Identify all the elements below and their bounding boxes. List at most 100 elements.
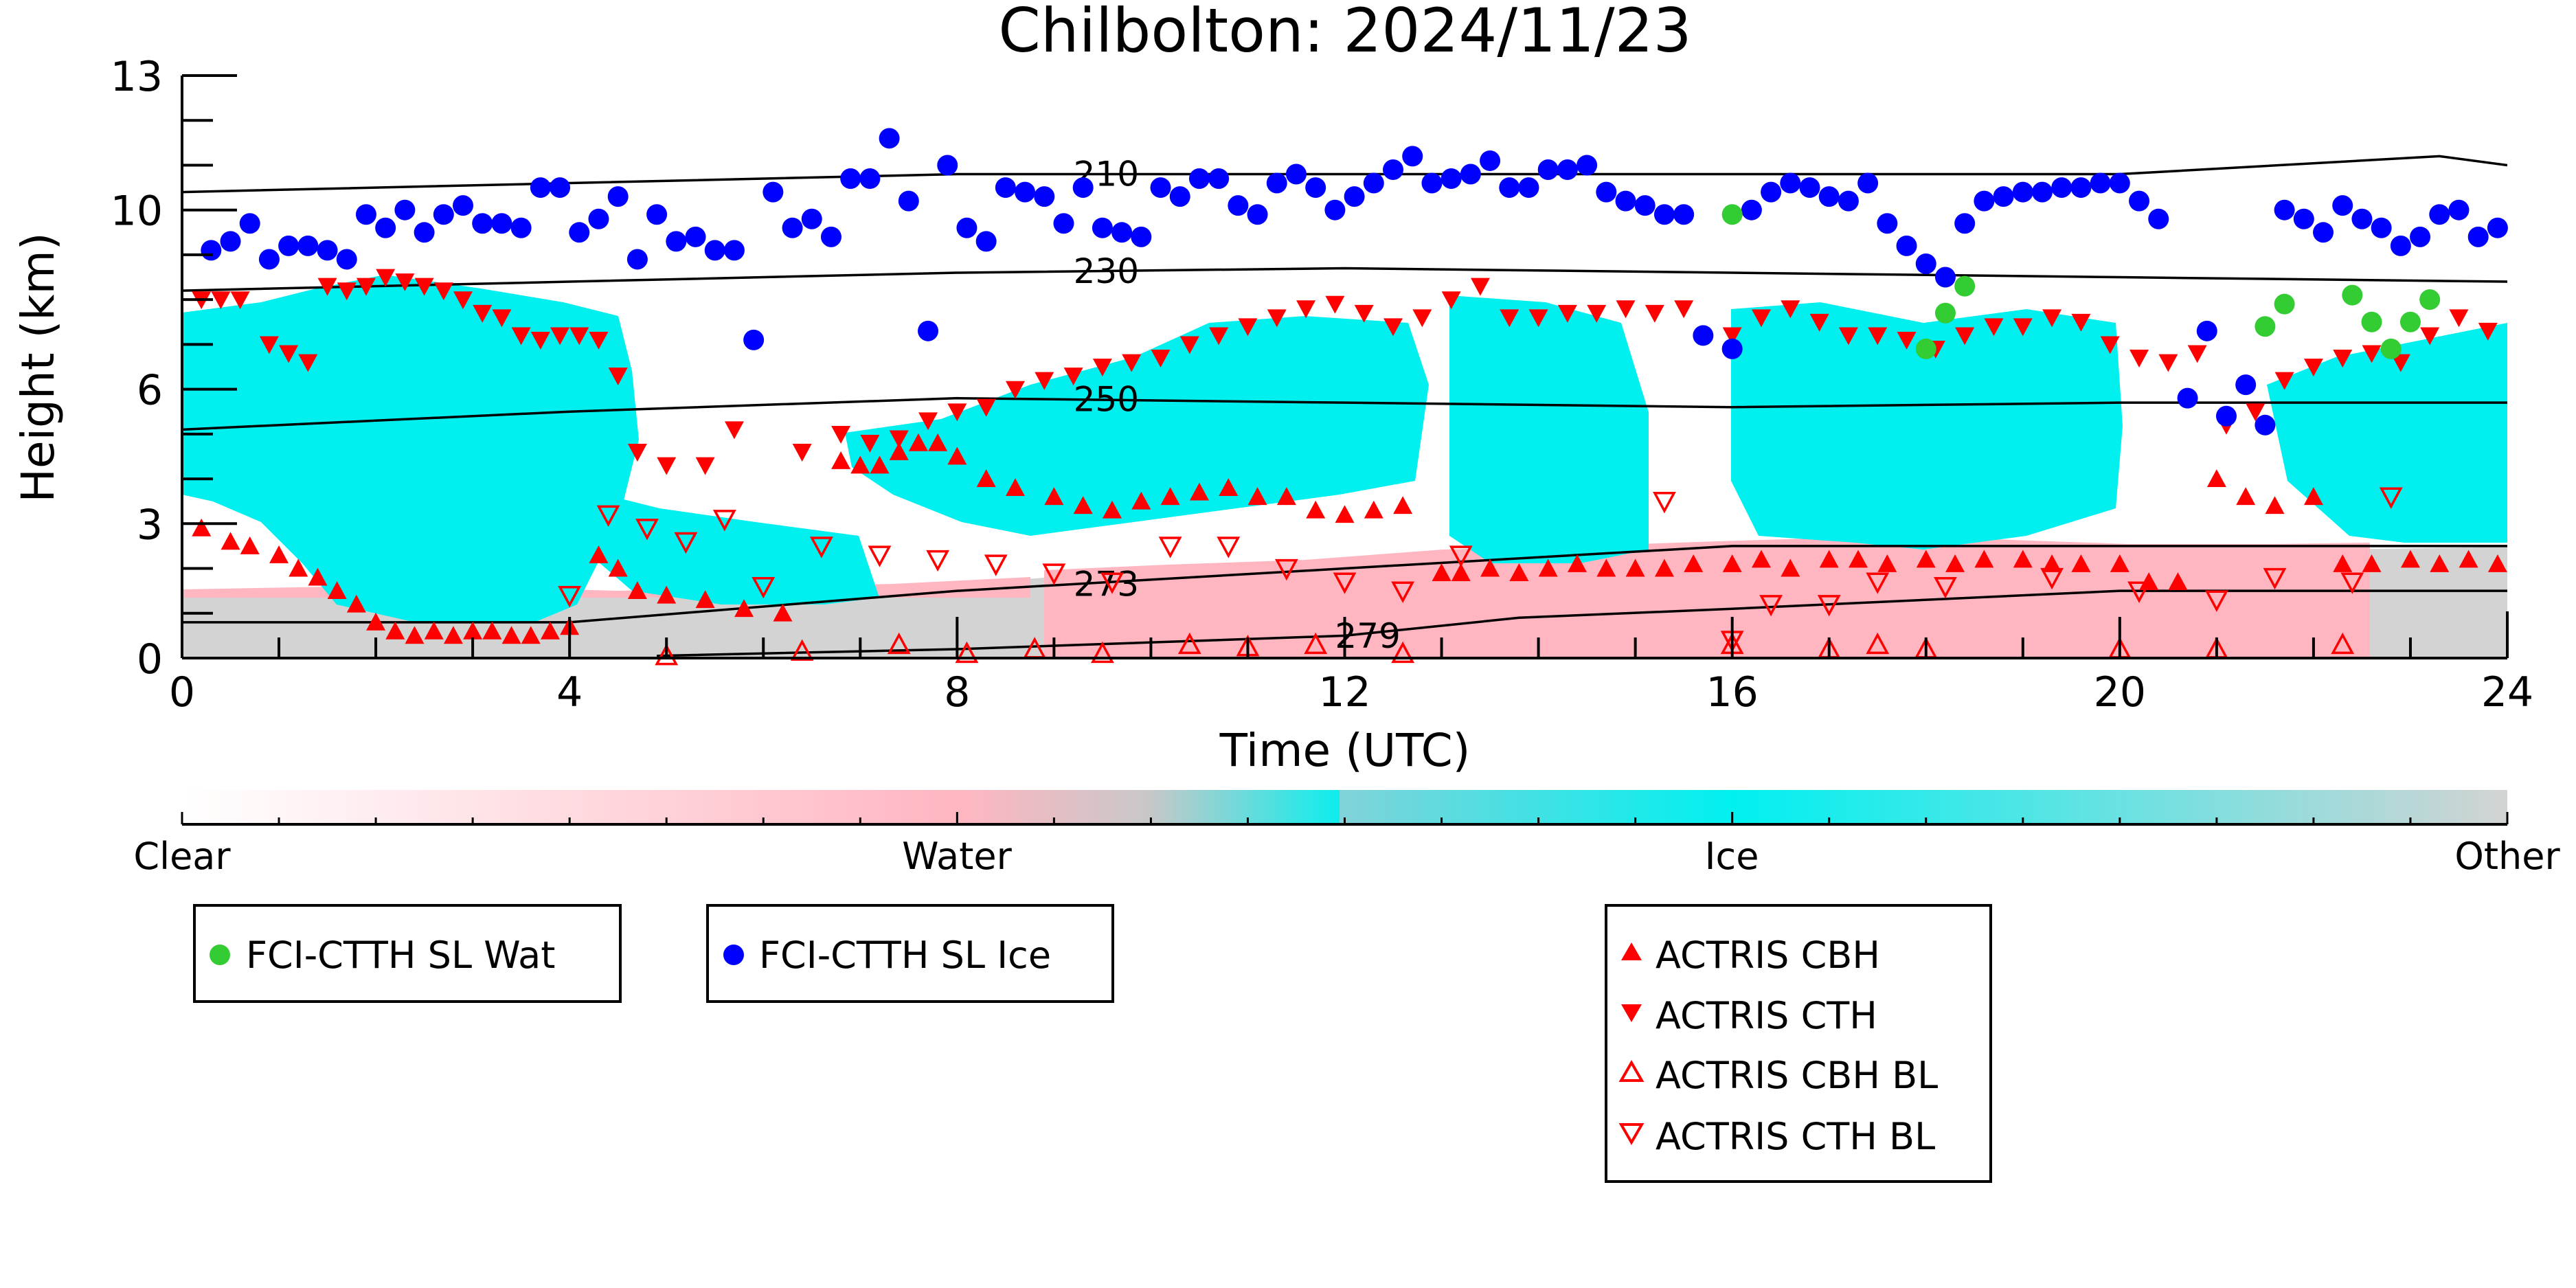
actris-cbh-bl-point bbox=[1304, 632, 1328, 655]
actris-cth-point bbox=[1645, 304, 1664, 323]
actris-cth-point bbox=[395, 273, 415, 292]
actris-cbh-point bbox=[1160, 487, 1180, 506]
actris-cbh-bl-point bbox=[655, 644, 679, 666]
actris-cbh-point bbox=[734, 599, 754, 618]
actris-cbh-point bbox=[1568, 554, 1587, 572]
fci-ctth-sl-ice-point bbox=[2235, 374, 2257, 396]
fci-ctth-sl-ice-point bbox=[626, 249, 648, 270]
actris-cth-point bbox=[1296, 300, 1316, 319]
actris-cth-point bbox=[569, 327, 589, 346]
fci-ctth-sl-ice-point bbox=[2177, 387, 2198, 409]
actris-cbh-point bbox=[2265, 496, 2285, 515]
fci-ctth-sl-ice-point bbox=[317, 240, 338, 261]
fci-ctth-sl-ice-point bbox=[1596, 181, 1617, 203]
actris-cbh-point bbox=[2362, 554, 2382, 572]
actris-cbh-point bbox=[405, 626, 425, 644]
actris-cbh-point bbox=[424, 621, 444, 640]
actris-cth-point bbox=[1122, 354, 1142, 372]
actris-cth-point bbox=[1616, 300, 1636, 319]
fci-ctth-sl-ice-point bbox=[1896, 235, 1917, 256]
fci-ctth-sl-ice-point bbox=[782, 217, 803, 238]
actris-cth-point bbox=[1781, 300, 1800, 319]
fci-ctth-sl-ice-point bbox=[1247, 204, 1268, 225]
actris-cth-point bbox=[1005, 381, 1025, 399]
actris-cth-bl-point bbox=[809, 536, 833, 558]
actris-cth-point bbox=[1179, 336, 1199, 354]
actris-cth-point bbox=[608, 368, 628, 386]
actris-cth-point bbox=[918, 412, 938, 431]
fci-ctth-sl-ice-point bbox=[1780, 172, 1801, 194]
actris-cth-point bbox=[1325, 295, 1345, 314]
actris-cbh-point bbox=[2206, 469, 2226, 487]
actris-cbh-point bbox=[366, 612, 386, 631]
fci-ctth-sl-wat-point bbox=[1954, 275, 1976, 297]
actris-cth-bl-point bbox=[1759, 595, 1783, 617]
actris-cbh-point bbox=[1393, 496, 1413, 515]
fci-ctth-sl-ice-point bbox=[2274, 199, 2295, 221]
actris-cth-point bbox=[831, 425, 851, 444]
fci-ctth-sl-ice-point bbox=[588, 208, 609, 229]
fci-ctth-sl-ice-point bbox=[1111, 222, 1133, 243]
actris-cbh-point bbox=[1916, 550, 1936, 568]
fci-ctth-sl-wat-point bbox=[2380, 338, 2402, 359]
actris-cth-bl-point bbox=[1158, 536, 1182, 558]
actris-cbh-point bbox=[2139, 572, 2159, 591]
actris-cth-point bbox=[2042, 309, 2062, 328]
fci-ctth-sl-ice-point bbox=[1363, 172, 1384, 194]
fci-ctth-sl-ice-point bbox=[840, 168, 861, 190]
fci-ctth-sl-ice-point bbox=[1072, 177, 1094, 199]
actris-cbh-point bbox=[1684, 554, 1704, 572]
actris-cbh-bl-point bbox=[955, 641, 979, 664]
fci-ctth-sl-ice-point bbox=[201, 240, 222, 261]
fci-ctth-sl-wat-point bbox=[2274, 293, 2295, 315]
actris-cth-point bbox=[317, 278, 337, 296]
actris-cth-point bbox=[473, 304, 493, 323]
fci-ctth-sl-ice-point bbox=[1324, 199, 1346, 221]
colorbar: Clear Water Ice Other bbox=[133, 790, 2560, 878]
actris-cbh-point bbox=[2430, 554, 2450, 572]
fci-ctth-sl-ice-point bbox=[2487, 217, 2508, 238]
actris-cth-bl-point bbox=[635, 519, 659, 541]
actris-cbh-point bbox=[540, 621, 560, 640]
fci-ctth-sl-ice-point bbox=[859, 168, 881, 190]
actris-cbh-point bbox=[589, 545, 609, 563]
fci-ctth-sl-ice-point bbox=[569, 222, 590, 243]
fci-ctth-sl-ice-point bbox=[414, 222, 435, 243]
actris-cth-point bbox=[511, 327, 531, 346]
fci-ctth-sl-ice-point bbox=[258, 249, 280, 270]
actris-cbh-point bbox=[521, 626, 541, 644]
y-tick-label: 13 bbox=[111, 53, 163, 101]
actris-cbh-point bbox=[269, 545, 289, 563]
fci-ctth-sl-ice-point bbox=[1877, 213, 1898, 234]
actris-cbh-point bbox=[627, 581, 647, 600]
actris-cbh-point bbox=[443, 626, 463, 644]
actris-cth-point bbox=[453, 291, 473, 310]
fci-ctth-sl-ice-point bbox=[1857, 172, 1879, 194]
actris-cth-point bbox=[414, 278, 434, 296]
actris-cth-point bbox=[2158, 354, 2178, 372]
x-tick-label: 20 bbox=[2094, 668, 2146, 716]
actris-cbh-point bbox=[327, 581, 347, 600]
actris-cth-point bbox=[976, 398, 996, 417]
actris-cth-bl-point bbox=[674, 532, 698, 554]
fci-ctth-sl-ice-point bbox=[1653, 204, 1675, 225]
actris-cth-point bbox=[530, 331, 550, 350]
actris-cbh-point bbox=[1247, 487, 1267, 506]
fci-ctth-sl-ice-point bbox=[1053, 213, 1074, 234]
fci-ctth-sl-ice-point bbox=[1761, 181, 1782, 203]
actris-cth-point bbox=[2071, 313, 2091, 332]
fci-ctth-sl-wat-point bbox=[2399, 311, 2421, 332]
actris-cth-point bbox=[627, 444, 647, 462]
actris-cbh-bl-point bbox=[1866, 632, 1890, 655]
fci-ctth-sl-ice-point bbox=[975, 231, 997, 252]
actris-cbh-bl-point bbox=[2331, 632, 2355, 655]
actris-cbh-point bbox=[1276, 487, 1296, 506]
fci-ctth-sl-ice-point bbox=[2090, 172, 2111, 194]
actris-cth-point bbox=[279, 345, 299, 363]
actris-cth-bl-point bbox=[1449, 545, 1473, 567]
fci-ctth-sl-ice-point bbox=[879, 128, 900, 149]
actris-cbh-point bbox=[870, 455, 890, 474]
actris-cth-bl-point bbox=[752, 576, 776, 599]
actris-cbh-point bbox=[908, 433, 928, 451]
actris-cth-point bbox=[1897, 331, 1917, 350]
